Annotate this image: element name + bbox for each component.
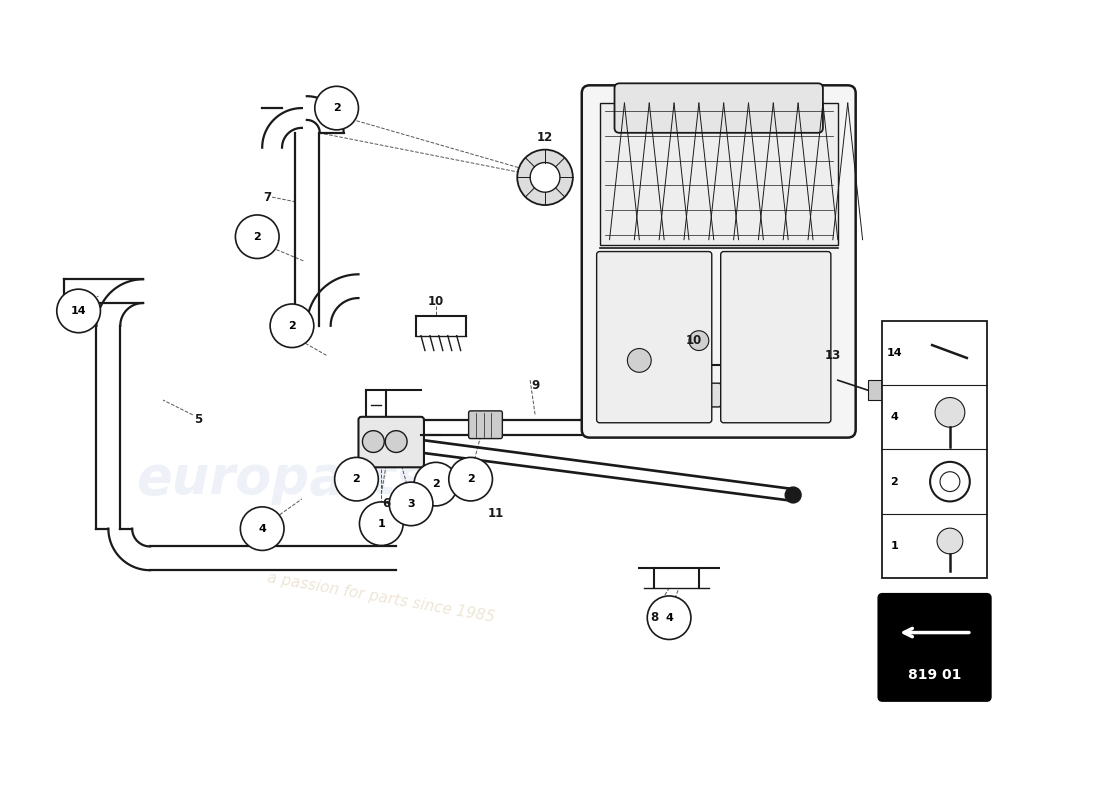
Text: 14: 14 [887, 348, 902, 358]
Text: 6: 6 [382, 498, 390, 510]
Circle shape [414, 462, 458, 506]
Circle shape [57, 289, 100, 333]
Text: 819 01: 819 01 [908, 668, 961, 682]
Text: 2: 2 [288, 321, 296, 330]
Text: a passion for parts since 1985: a passion for parts since 1985 [266, 570, 496, 626]
FancyBboxPatch shape [879, 594, 991, 701]
Circle shape [389, 482, 433, 526]
Text: 10: 10 [685, 334, 702, 347]
Circle shape [385, 430, 407, 453]
FancyBboxPatch shape [359, 417, 424, 467]
Circle shape [689, 330, 708, 350]
Text: 2: 2 [891, 477, 899, 486]
Circle shape [530, 162, 560, 192]
FancyBboxPatch shape [615, 83, 823, 133]
Circle shape [360, 502, 403, 546]
Text: 8: 8 [650, 611, 658, 624]
FancyBboxPatch shape [596, 251, 712, 422]
Circle shape [627, 349, 651, 372]
Circle shape [935, 398, 965, 427]
FancyBboxPatch shape [672, 383, 721, 407]
Text: 10: 10 [428, 294, 444, 307]
Circle shape [449, 458, 493, 501]
Text: 2: 2 [353, 474, 361, 484]
Text: 9: 9 [531, 378, 539, 392]
Text: 2: 2 [253, 232, 261, 242]
Circle shape [785, 487, 801, 503]
Circle shape [362, 430, 384, 453]
Text: 1: 1 [377, 518, 385, 529]
Circle shape [235, 215, 279, 258]
FancyBboxPatch shape [582, 86, 856, 438]
Text: 11: 11 [487, 507, 504, 520]
Circle shape [271, 304, 314, 347]
Text: 1: 1 [891, 541, 899, 551]
Bar [882, 321, 987, 578]
Text: 4: 4 [890, 412, 899, 422]
Text: 3: 3 [407, 499, 415, 509]
Text: europarts: europarts [136, 453, 428, 505]
Text: 12: 12 [537, 131, 553, 144]
Circle shape [334, 458, 378, 501]
Text: 4: 4 [666, 613, 673, 622]
Bar [600, 103, 838, 245]
Text: 13: 13 [825, 349, 842, 362]
Circle shape [241, 507, 284, 550]
Text: 2: 2 [432, 479, 440, 489]
Circle shape [517, 150, 573, 205]
Text: 2: 2 [466, 474, 474, 484]
Text: 5: 5 [194, 414, 201, 426]
Text: 4: 4 [258, 524, 266, 534]
FancyBboxPatch shape [469, 411, 503, 438]
Text: 7: 7 [263, 190, 272, 204]
Text: 2: 2 [333, 103, 341, 113]
FancyBboxPatch shape [720, 251, 830, 422]
Bar [868, 380, 882, 400]
Circle shape [937, 528, 962, 554]
Circle shape [315, 86, 359, 130]
Text: 14: 14 [70, 306, 87, 316]
Circle shape [647, 596, 691, 639]
